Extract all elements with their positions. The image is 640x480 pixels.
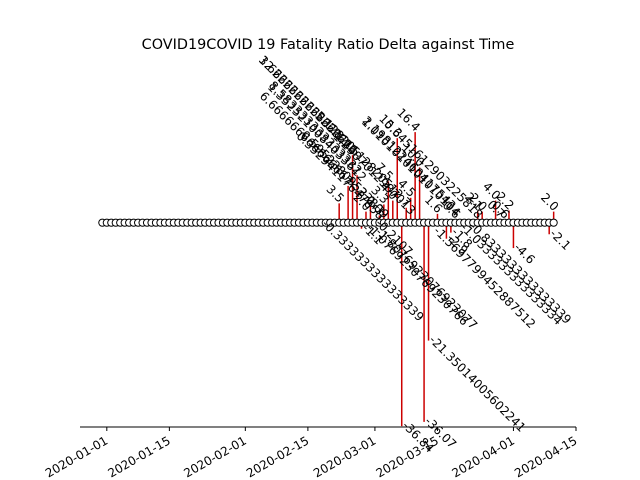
data-label-layer: -0.33333333333333393.56.6666666666666671…	[256, 53, 574, 456]
x-tick-label: 2020-04-15	[512, 433, 579, 480]
data-label: 1.3525210084033612	[265, 80, 369, 184]
data-label: 2.0	[538, 190, 561, 213]
data-label: -21.35014005602241	[426, 333, 528, 435]
x-tick-label: 2020-03-15	[374, 433, 441, 480]
data-label: -2.1	[547, 226, 573, 252]
stem-marker	[549, 218, 558, 227]
x-tick-label: 2020-02-15	[244, 433, 311, 480]
plot-area: -0.33333333333333393.56.6666666666666671…	[80, 53, 576, 456]
x-tick-label: 2020-02-01	[181, 433, 248, 480]
x-tick-label: 2020-01-15	[105, 433, 172, 480]
x-tick-label: 2020-03-01	[311, 433, 378, 480]
baseline-markers	[98, 218, 558, 227]
chart-title: COVID19COVID 19 Fatality Ratio Delta aga…	[142, 37, 515, 53]
x-tick-label: 2020-01-01	[43, 433, 110, 480]
x-tick-label: 2020-04-01	[450, 433, 517, 480]
